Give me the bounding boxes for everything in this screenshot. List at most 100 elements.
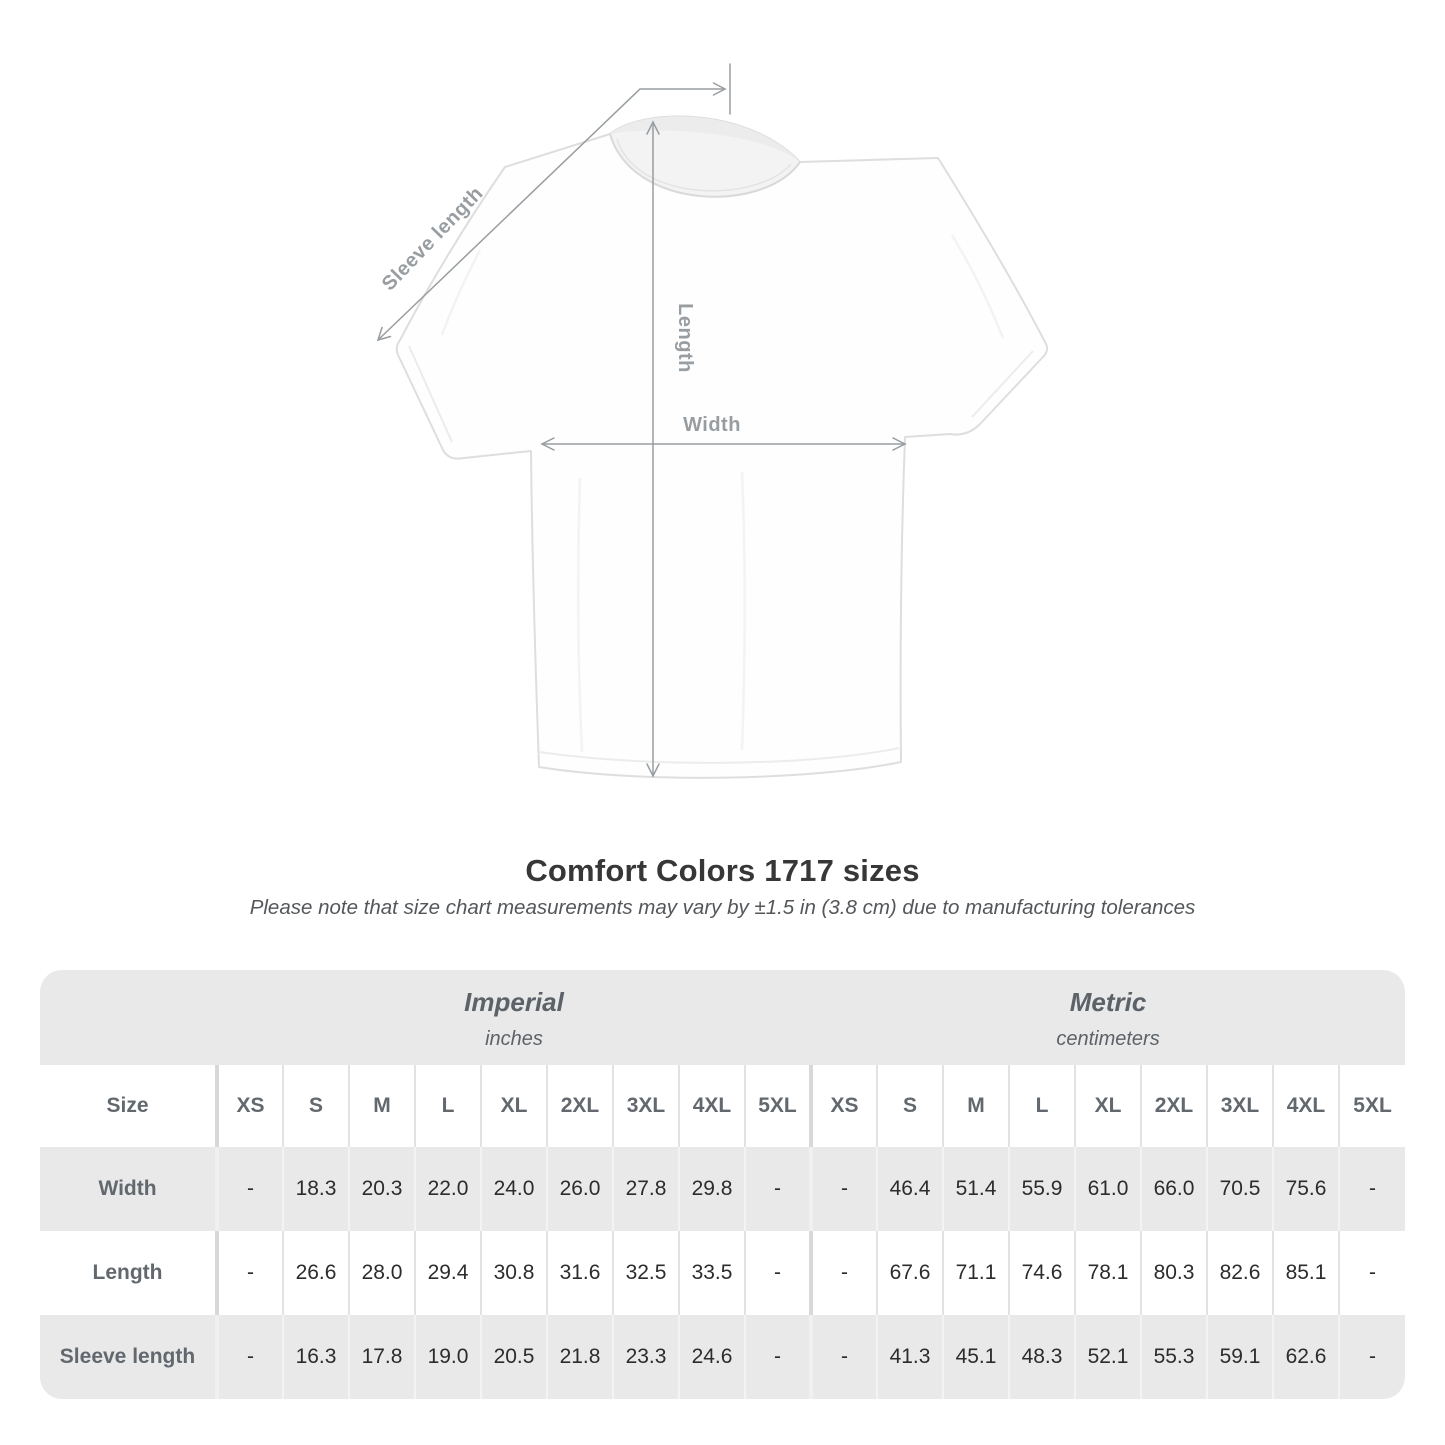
size-col-l-imperial: L	[414, 1065, 481, 1147]
value-sleeve-length-2xl-metric: 55.3	[1140, 1315, 1208, 1399]
sleeve-arrow-end	[376, 326, 392, 342]
unit-header-imperial: Imperial inches	[217, 970, 812, 1065]
page-subtitle: Please note that size chart measurements…	[249, 896, 1196, 919]
value-sleeve-length-m-imperial: 17.8	[348, 1315, 415, 1399]
value-length-xl-metric: 78.1	[1074, 1231, 1142, 1315]
value-sleeve-length-xs-imperial: -	[215, 1315, 283, 1399]
value-width-3xl-imperial: 27.8	[612, 1147, 679, 1231]
value-width-s-metric: 46.4	[876, 1147, 944, 1231]
unit-band-spacer	[40, 970, 217, 1065]
value-width-4xl-imperial: 29.8	[678, 1147, 745, 1231]
value-width-2xl-metric: 66.0	[1140, 1147, 1208, 1231]
size-col-s-imperial: S	[282, 1065, 349, 1147]
sleeve-diagonal-line	[377, 88, 641, 341]
value-length-s-imperial: 26.6	[282, 1231, 349, 1315]
value-length-m-imperial: 28.0	[348, 1231, 415, 1315]
collar-rib-line	[616, 138, 792, 192]
value-sleeve-length-3xl-imperial: 23.3	[612, 1315, 679, 1399]
size-col-l-metric: L	[1008, 1065, 1076, 1147]
value-width-l-metric: 55.9	[1008, 1147, 1076, 1231]
value-length-5xl-metric: -	[1338, 1231, 1405, 1315]
measurement-lines	[376, 63, 907, 778]
unit-header-metric: Metric centimeters	[811, 970, 1405, 1065]
value-length-3xl-imperial: 32.5	[612, 1231, 679, 1315]
value-width-xl-metric: 61.0	[1074, 1147, 1142, 1231]
size-col-xs-imperial: XS	[215, 1065, 283, 1147]
tshirt-measurement-diagram: Sleeve length Length Width	[376, 63, 1049, 779]
size-col-xl-imperial: XL	[480, 1065, 547, 1147]
size-col-5xl-metric: 5XL	[1338, 1065, 1405, 1147]
length-label: Length	[674, 303, 696, 373]
size-col-4xl-imperial: 4XL	[678, 1065, 745, 1147]
size-col-3xl-metric: 3XL	[1206, 1065, 1274, 1147]
value-sleeve-length-3xl-metric: 59.1	[1206, 1315, 1274, 1399]
value-sleeve-length-xs-metric: -	[809, 1315, 878, 1399]
value-sleeve-length-l-metric: 48.3	[1008, 1315, 1076, 1399]
value-length-m-metric: 71.1	[942, 1231, 1010, 1315]
width-arrow-right	[892, 437, 907, 451]
value-length-3xl-metric: 82.6	[1206, 1231, 1274, 1315]
size-col-m-imperial: M	[348, 1065, 415, 1147]
value-length-xl-imperial: 30.8	[480, 1231, 547, 1315]
row-sleeve-length: Sleeve length -16.3 17.8 19.0 20.5 21.8 23.3 24…	[40, 1315, 1405, 1399]
size-col-5xl-imperial: 5XL	[743, 1065, 812, 1147]
value-length-s-metric: 67.6	[876, 1231, 944, 1315]
width-label: Width	[683, 414, 741, 436]
size-table: Imperial inches Metric centimeters Size XS S M L…	[40, 970, 1405, 1399]
value-sleeve-length-2xl-imperial: 21.8	[546, 1315, 613, 1399]
value-width-xs-metric: -	[809, 1147, 878, 1231]
unit-name-imperial: Imperial	[464, 986, 564, 1017]
value-length-l-imperial: 29.4	[414, 1231, 481, 1315]
collar-front-seam	[609, 133, 801, 198]
value-length-2xl-imperial: 31.6	[546, 1231, 613, 1315]
size-col-m-metric: M	[942, 1065, 1010, 1147]
size-col-xl-metric: XL	[1074, 1065, 1142, 1147]
row-width: Width -18.3 20.3 22.0 24.0 26.0 27.8 29.8- -46.4…	[40, 1147, 1405, 1231]
size-header-label: Size	[40, 1065, 217, 1147]
value-length-5xl-imperial: -	[743, 1231, 812, 1315]
value-length-l-metric: 74.6	[1008, 1231, 1076, 1315]
value-width-5xl-metric: -	[1338, 1147, 1405, 1231]
value-width-m-imperial: 20.3	[348, 1147, 415, 1231]
length-arrow-up	[646, 120, 660, 135]
value-length-4xl-imperial: 33.5	[678, 1231, 745, 1315]
unit-name-metric: Metric	[1069, 986, 1147, 1017]
value-width-4xl-metric: 75.6	[1272, 1147, 1340, 1231]
value-sleeve-length-l-imperial: 19.0	[414, 1315, 481, 1399]
value-width-3xl-metric: 70.5	[1206, 1147, 1274, 1231]
value-sleeve-length-xl-metric: 52.1	[1074, 1315, 1142, 1399]
page-title: Comfort Colors 1717 sizes	[525, 853, 920, 888]
row-label-length: Length	[40, 1231, 217, 1315]
size-col-2xl-imperial: 2XL	[546, 1065, 613, 1147]
width-arrow-left	[540, 437, 555, 451]
value-sleeve-length-4xl-imperial: 24.6	[678, 1315, 745, 1399]
collar-back-shadow	[610, 116, 800, 162]
size-col-2xl-metric: 2XL	[1140, 1065, 1208, 1147]
fabric-folds	[440, 234, 1005, 753]
value-width-m-metric: 51.4	[942, 1147, 1010, 1231]
value-length-xs-imperial: -	[215, 1231, 283, 1315]
value-length-4xl-metric: 85.1	[1272, 1231, 1340, 1315]
value-length-2xl-metric: 80.3	[1140, 1231, 1208, 1315]
value-sleeve-length-5xl-imperial: -	[743, 1315, 812, 1399]
size-table-grid: Imperial inches Metric centimeters Size XS S M L…	[40, 970, 1405, 1399]
sleeve-arrow-right	[712, 82, 727, 96]
value-sleeve-length-s-metric: 41.3	[876, 1315, 944, 1399]
size-col-xs-metric: XS	[809, 1065, 878, 1147]
value-length-xs-metric: -	[809, 1231, 878, 1315]
size-col-4xl-metric: 4XL	[1272, 1065, 1340, 1147]
value-width-5xl-imperial: -	[743, 1147, 812, 1231]
row-label-width: Width	[40, 1147, 217, 1231]
value-sleeve-length-5xl-metric: -	[1338, 1315, 1405, 1399]
value-width-s-imperial: 18.3	[282, 1147, 349, 1231]
left-cuff-hem	[408, 345, 453, 443]
size-header-row: Size XS S M L XL 2XL 3XL 4XL 5XL XS S M L XL 2XL 3XL 4XL 5…	[40, 1065, 1405, 1147]
value-width-xl-imperial: 24.0	[480, 1147, 547, 1231]
bottom-hem	[539, 747, 900, 764]
unit-sub-metric: centimeters	[1056, 1027, 1160, 1050]
value-sleeve-length-4xl-metric: 62.6	[1272, 1315, 1340, 1399]
value-sleeve-length-s-imperial: 16.3	[282, 1315, 349, 1399]
unit-sub-imperial: inches	[485, 1027, 543, 1050]
tshirt-outline	[395, 115, 1049, 779]
